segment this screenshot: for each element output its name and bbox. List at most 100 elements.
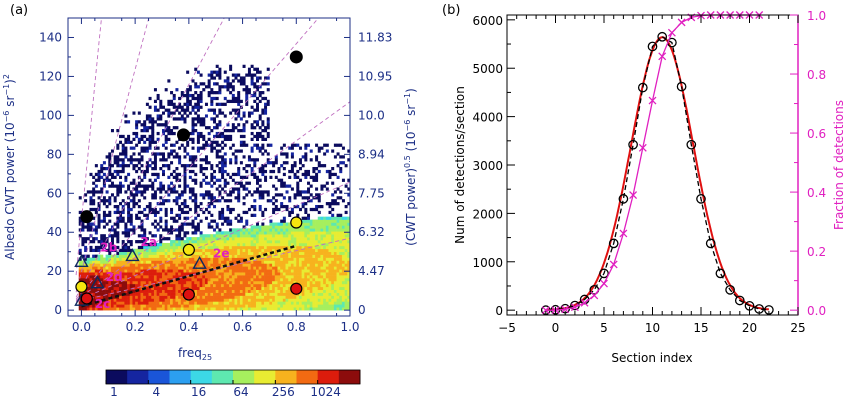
heatmap-bin	[207, 275, 211, 279]
heatmap-bin	[237, 286, 241, 290]
heatmap-bin	[183, 187, 187, 191]
heatmap-bin	[280, 228, 284, 232]
heatmap-bin	[207, 292, 211, 296]
heatmap-bin	[256, 301, 259, 305]
heatmap-bin	[132, 131, 136, 136]
heatmap-bin	[253, 82, 257, 86]
heatmap-bin	[213, 196, 217, 200]
heatmap-bin	[347, 272, 350, 276]
heatmap-bin	[183, 172, 187, 177]
heatmap-bin	[170, 307, 174, 311]
heatmap-bin	[167, 263, 171, 267]
heatmap-bin	[282, 216, 286, 220]
heatmap-bin	[172, 96, 176, 101]
fraction-point	[561, 305, 570, 314]
heatmap-bin	[113, 289, 117, 293]
heatmap-bin	[325, 295, 329, 299]
heatmap-bin	[180, 210, 184, 215]
heatmap-bin	[288, 272, 292, 276]
heatmap-bin	[256, 307, 259, 311]
heatmap-bin	[223, 102, 227, 106]
heatmap-bin	[170, 149, 174, 153]
heatmap-bin	[148, 260, 152, 264]
heatmap-bin	[285, 161, 289, 165]
heatmap-bin	[218, 307, 222, 311]
heatmap-bin	[239, 240, 243, 244]
heatmap-bin	[159, 123, 163, 127]
heatmap-bin	[347, 202, 350, 206]
heatmap-bin	[245, 286, 249, 290]
heatmap-bin	[266, 76, 270, 80]
heatmap-bin	[231, 301, 235, 305]
heatmap-bin	[269, 307, 273, 311]
heatmap-bin	[347, 193, 350, 197]
heatmap-bin	[162, 187, 165, 191]
heatmap-bin	[226, 82, 230, 86]
heatmap-bin	[204, 140, 208, 144]
heatmap-bin	[132, 231, 136, 235]
heatmap-bin	[191, 283, 195, 288]
heatmap-bin	[347, 187, 350, 191]
heatmap-bin	[333, 295, 337, 299]
heatmap-bin	[247, 181, 251, 185]
heatmap-bin	[89, 266, 93, 270]
heatmap-bin	[140, 295, 144, 299]
heatmap-bin	[153, 225, 157, 229]
heatmap-bin	[274, 254, 278, 258]
heatmap-bin	[320, 301, 324, 305]
heatmap-bin	[180, 237, 184, 241]
heatmap-bin	[170, 286, 174, 290]
heatmap-bin	[129, 295, 133, 299]
y-tick-label: 1000	[472, 256, 503, 270]
heatmap-bin	[113, 286, 117, 290]
heatmap-bin	[162, 123, 165, 127]
heatmap-bin	[264, 257, 268, 261]
heatmap-bin	[242, 240, 246, 244]
heatmap-bin	[215, 289, 219, 293]
heatmap-bin	[119, 184, 123, 188]
heatmap-bin	[145, 204, 149, 209]
heatmap-bin	[196, 222, 200, 226]
heatmap-bin	[191, 280, 195, 285]
heatmap-bin	[110, 245, 114, 250]
heatmap-bin	[199, 158, 203, 162]
heatmap-bin	[97, 222, 101, 226]
heatmap-bin	[110, 257, 114, 261]
heatmap-bin	[202, 88, 206, 92]
heatmap-bin	[207, 225, 211, 229]
heatmap-bin	[301, 231, 305, 235]
heatmap-bin	[229, 280, 233, 285]
heatmap-bin	[215, 155, 219, 159]
heatmap-bin	[247, 248, 251, 253]
heatmap-bin	[288, 248, 292, 253]
colorbar: 1 4 16 64 256 1024	[105, 369, 361, 399]
heatmap-bin	[172, 175, 176, 179]
heatmap-bin	[296, 263, 300, 267]
heatmap-bin	[204, 275, 208, 279]
heatmap-bin	[301, 245, 305, 250]
heatmap-bin	[167, 248, 171, 253]
heatmap-bin	[323, 275, 327, 279]
heatmap-bin	[333, 228, 337, 232]
heatmap-bin	[328, 289, 332, 293]
heatmap-bin	[320, 283, 324, 288]
heatmap-bin	[333, 231, 337, 235]
heatmap-bin	[272, 164, 276, 168]
heatmap-bin	[119, 298, 123, 302]
heatmap-bin	[86, 190, 90, 194]
heatmap-bin	[156, 210, 160, 215]
heatmap-bin	[347, 158, 350, 162]
heatmap-bin	[285, 263, 289, 267]
heatmap-bin	[339, 240, 343, 244]
heatmap-bin	[309, 298, 313, 302]
heatmap-bin	[215, 257, 219, 261]
heatmap-bin	[304, 295, 308, 299]
heatmap-bin	[315, 260, 319, 264]
heatmap-bin	[188, 111, 192, 115]
heatmap-bin	[261, 269, 265, 273]
heatmap-bin	[196, 204, 200, 209]
heatmap-bin	[140, 155, 144, 159]
heatmap-bin	[213, 278, 217, 282]
heatmap-bin	[331, 231, 335, 235]
heatmap-bin	[97, 286, 101, 290]
